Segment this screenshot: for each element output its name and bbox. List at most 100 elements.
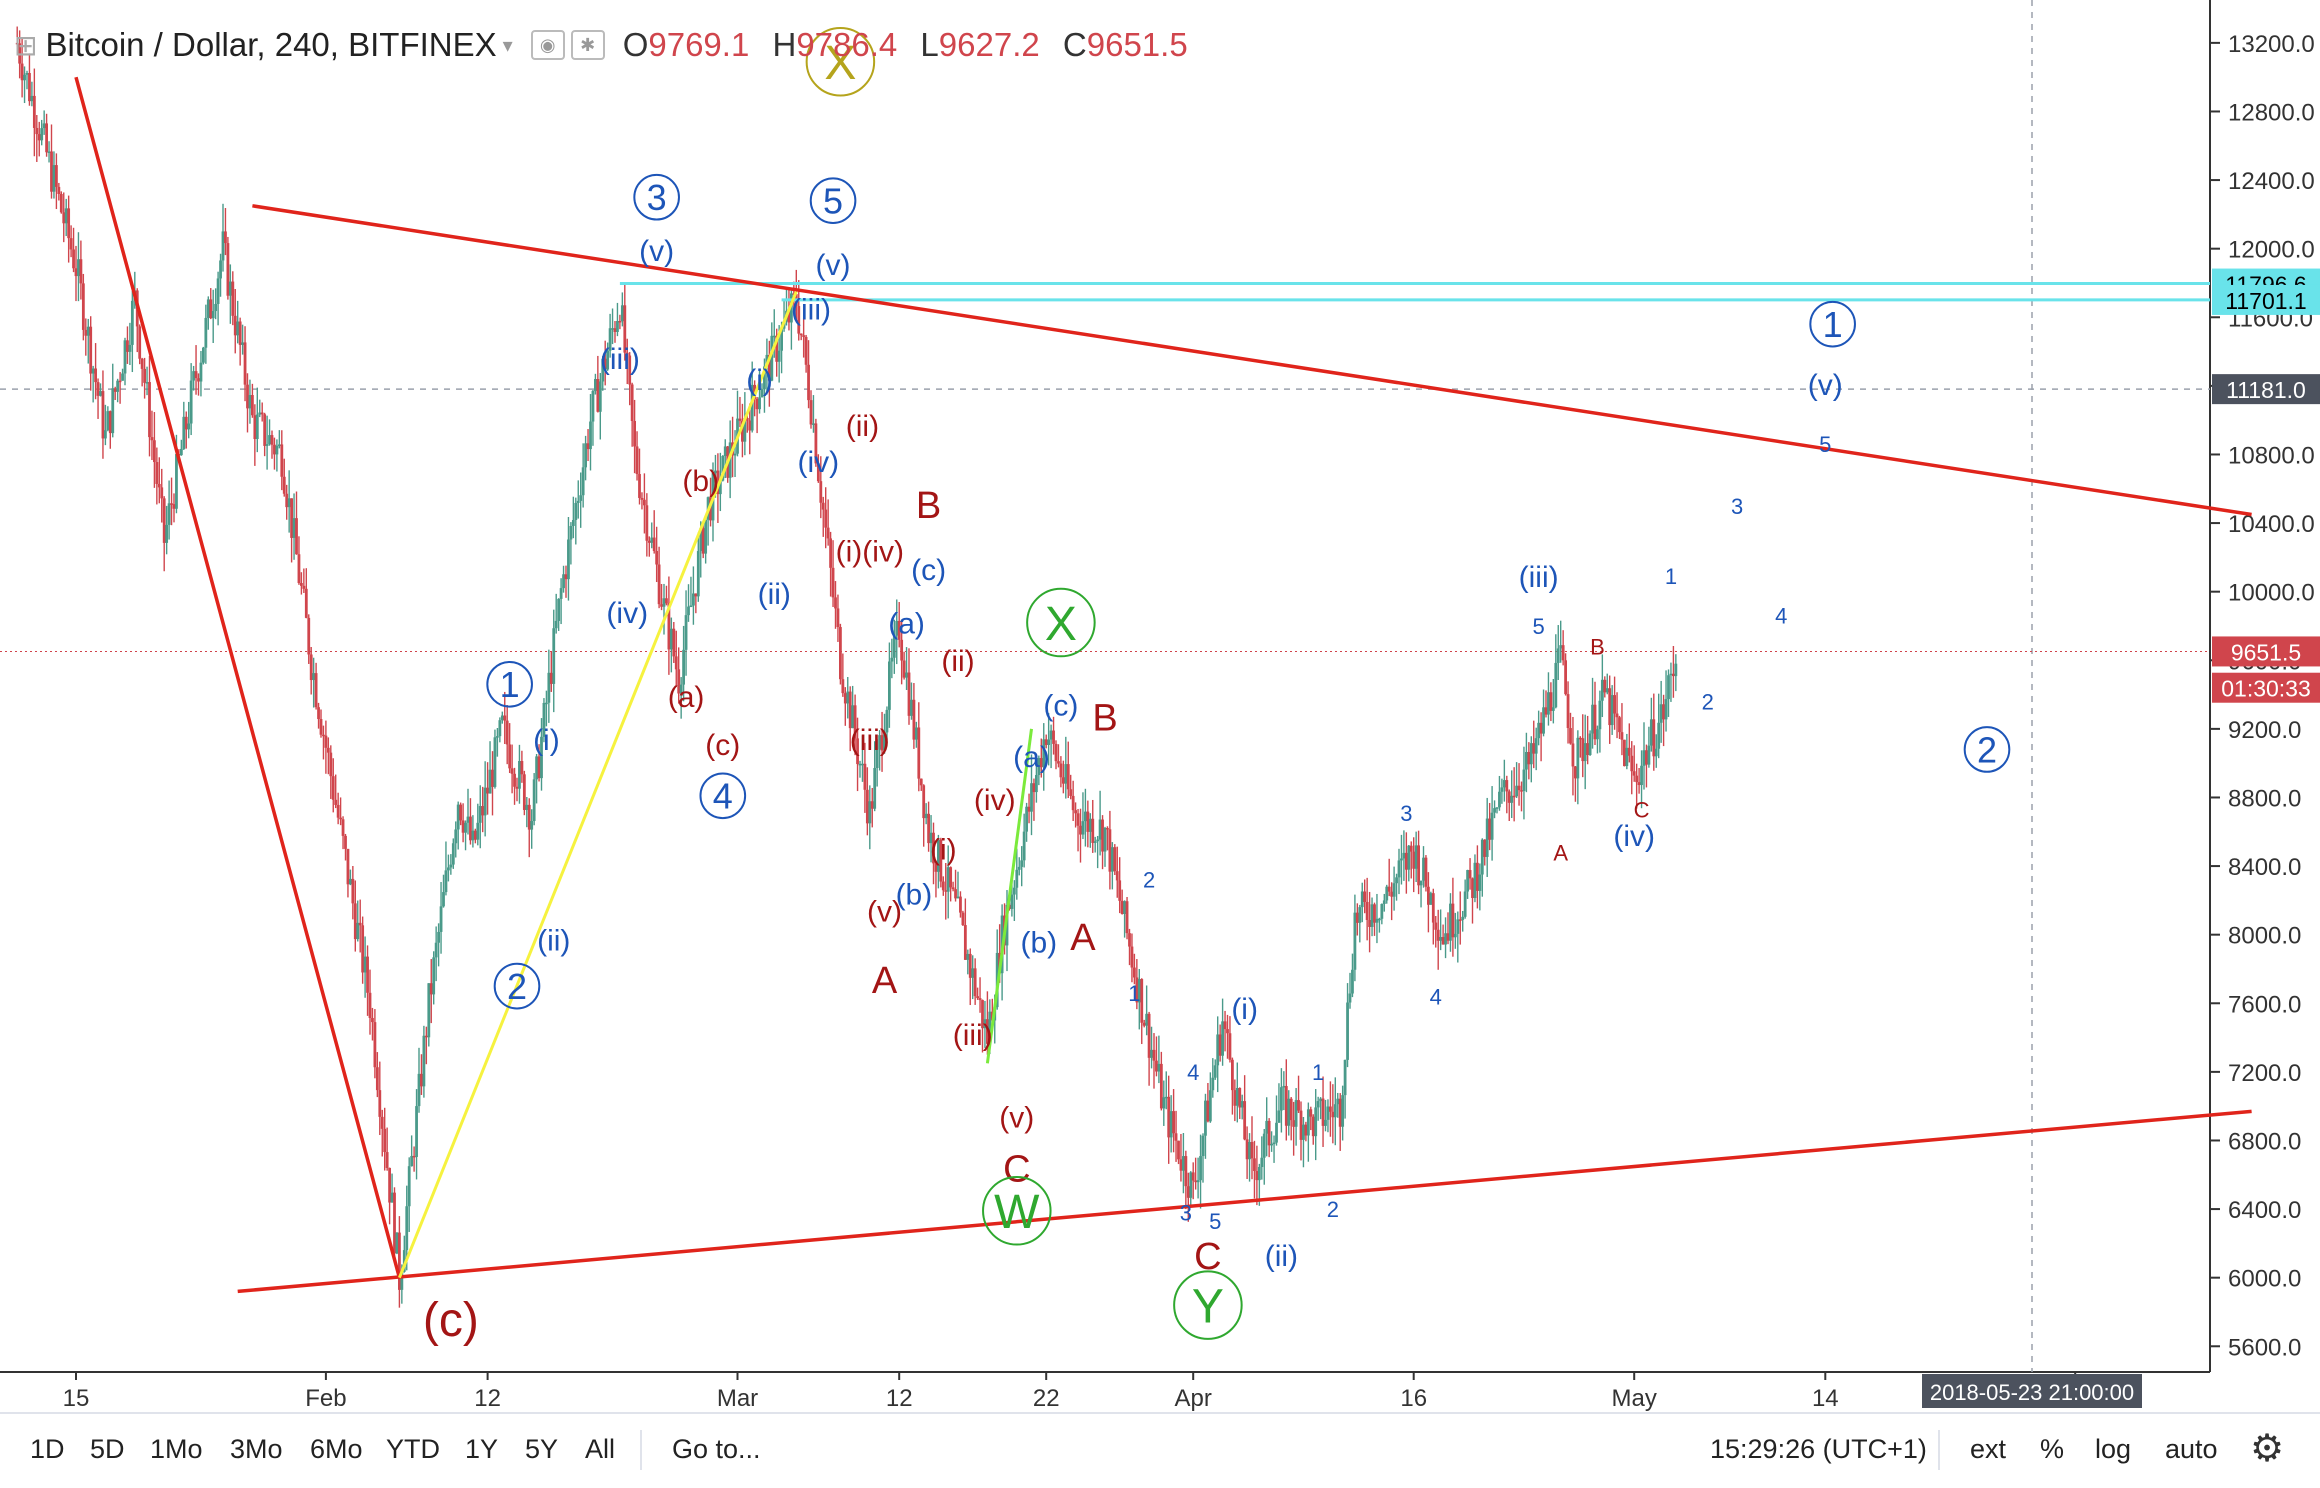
percent-toggle[interactable]: % bbox=[2040, 1434, 2065, 1464]
candle-body bbox=[1378, 918, 1381, 921]
candle-body bbox=[1463, 891, 1467, 917]
candle-body bbox=[1169, 1111, 1173, 1138]
candle-body bbox=[1441, 937, 1445, 945]
candle-body bbox=[398, 1232, 401, 1290]
candle-body bbox=[1182, 1156, 1185, 1171]
candle-body bbox=[694, 593, 698, 597]
range-1y[interactable]: 1Y bbox=[465, 1434, 499, 1464]
candle-body bbox=[1422, 857, 1425, 881]
close-value: 9651.5 bbox=[1086, 26, 1188, 63]
y-tick-label: 10400.0 bbox=[2228, 511, 2315, 538]
wave-label: 4 bbox=[1775, 604, 1787, 629]
candle-body bbox=[1010, 894, 1014, 909]
candle-body bbox=[1669, 673, 1673, 676]
candle-body bbox=[1343, 1059, 1347, 1096]
low-value: 9627.2 bbox=[938, 26, 1040, 63]
candle-body bbox=[939, 839, 943, 882]
range-all[interactable]: All bbox=[585, 1434, 616, 1464]
candle-body bbox=[787, 310, 791, 323]
wave-label: W bbox=[994, 1186, 1040, 1239]
candle-body bbox=[363, 956, 367, 973]
wave-label: (c) bbox=[911, 554, 946, 587]
eye-icon[interactable]: ◉ bbox=[530, 30, 565, 60]
candle-body bbox=[1186, 1186, 1190, 1198]
candle-body bbox=[334, 799, 338, 805]
candle-body bbox=[775, 335, 779, 362]
candle-body bbox=[265, 444, 269, 446]
wave-label: X bbox=[1045, 598, 1077, 651]
candle-body bbox=[47, 151, 51, 153]
candle-body bbox=[1600, 679, 1604, 701]
candle-body bbox=[917, 727, 921, 779]
x-tick-label: 12 bbox=[474, 1385, 501, 1412]
candle-body bbox=[162, 498, 166, 543]
range-1mo[interactable]: 1Mo bbox=[150, 1434, 203, 1464]
wave-label: A bbox=[1070, 917, 1096, 959]
candle-body bbox=[219, 260, 222, 279]
candle-body bbox=[1515, 785, 1518, 797]
settings-icon[interactable]: ✱ bbox=[570, 30, 605, 60]
candle-body bbox=[1159, 1063, 1163, 1109]
wave-label: (i) bbox=[746, 364, 773, 397]
candle-body bbox=[111, 388, 115, 434]
goto-button[interactable]: Go to... bbox=[672, 1434, 761, 1464]
candle-body bbox=[841, 679, 845, 694]
candle-body bbox=[1642, 750, 1646, 766]
candle-body bbox=[1304, 1124, 1308, 1136]
candle-body bbox=[508, 744, 512, 769]
candle-body bbox=[1086, 811, 1090, 832]
candle-body bbox=[1498, 791, 1501, 808]
candle-body bbox=[554, 620, 558, 629]
range-5d[interactable]: 5D bbox=[90, 1434, 125, 1464]
range-1d[interactable]: 1D bbox=[30, 1434, 65, 1464]
candle-body bbox=[1667, 675, 1670, 700]
log-toggle[interactable]: log bbox=[2095, 1434, 2132, 1464]
candle-body bbox=[540, 736, 543, 779]
candle-body bbox=[895, 620, 899, 636]
symbol-title[interactable]: Bitcoin / Dollar, 240, BITFINEX bbox=[45, 26, 497, 63]
candle-body bbox=[522, 774, 526, 810]
range-5y[interactable]: 5Y bbox=[525, 1434, 559, 1464]
candle-body bbox=[503, 715, 507, 721]
candle-body bbox=[1027, 806, 1031, 812]
gear-icon[interactable]: ⚙ bbox=[2250, 1428, 2285, 1470]
candle-body bbox=[172, 504, 176, 509]
chart-type-icon[interactable]: ⊞ bbox=[14, 29, 38, 61]
candle-body bbox=[96, 382, 100, 396]
candle-body bbox=[451, 843, 455, 865]
candle-body bbox=[356, 922, 360, 940]
candle-body bbox=[491, 769, 494, 787]
candle-body bbox=[692, 593, 695, 606]
clock-time[interactable]: 15:29:26 (UTC+1) bbox=[1710, 1434, 1927, 1464]
candle-body bbox=[755, 398, 759, 410]
candle-body bbox=[954, 889, 957, 899]
symbol-dropdown-icon[interactable]: ▾ bbox=[502, 34, 513, 57]
candle-body bbox=[630, 384, 634, 421]
candle-body bbox=[1385, 886, 1389, 901]
candle-body bbox=[922, 785, 926, 819]
candle-body bbox=[422, 1035, 426, 1087]
candle-body bbox=[258, 412, 262, 415]
ext-toggle[interactable]: ext bbox=[1970, 1434, 2007, 1464]
candle-body bbox=[513, 773, 516, 787]
candle-body bbox=[324, 735, 328, 748]
candle-body bbox=[1054, 743, 1058, 762]
candle-body bbox=[910, 699, 913, 716]
range-6mo[interactable]: 6Mo bbox=[310, 1434, 363, 1464]
candle-body bbox=[30, 95, 34, 102]
range-3mo[interactable]: 3Mo bbox=[230, 1434, 283, 1464]
upper-trendline bbox=[252, 204, 2252, 517]
auto-toggle[interactable]: auto bbox=[2165, 1434, 2218, 1464]
candle-body bbox=[118, 380, 122, 383]
candle-body bbox=[170, 503, 173, 505]
candle-body bbox=[1534, 738, 1538, 754]
candle-body bbox=[148, 382, 151, 438]
wave-label: 2 bbox=[1143, 868, 1155, 893]
candle-body bbox=[1542, 707, 1545, 734]
range-ytd[interactable]: YTD bbox=[386, 1434, 440, 1464]
candle-body bbox=[1360, 891, 1364, 908]
candle-body bbox=[1118, 880, 1122, 901]
candle-body bbox=[1140, 979, 1144, 1023]
